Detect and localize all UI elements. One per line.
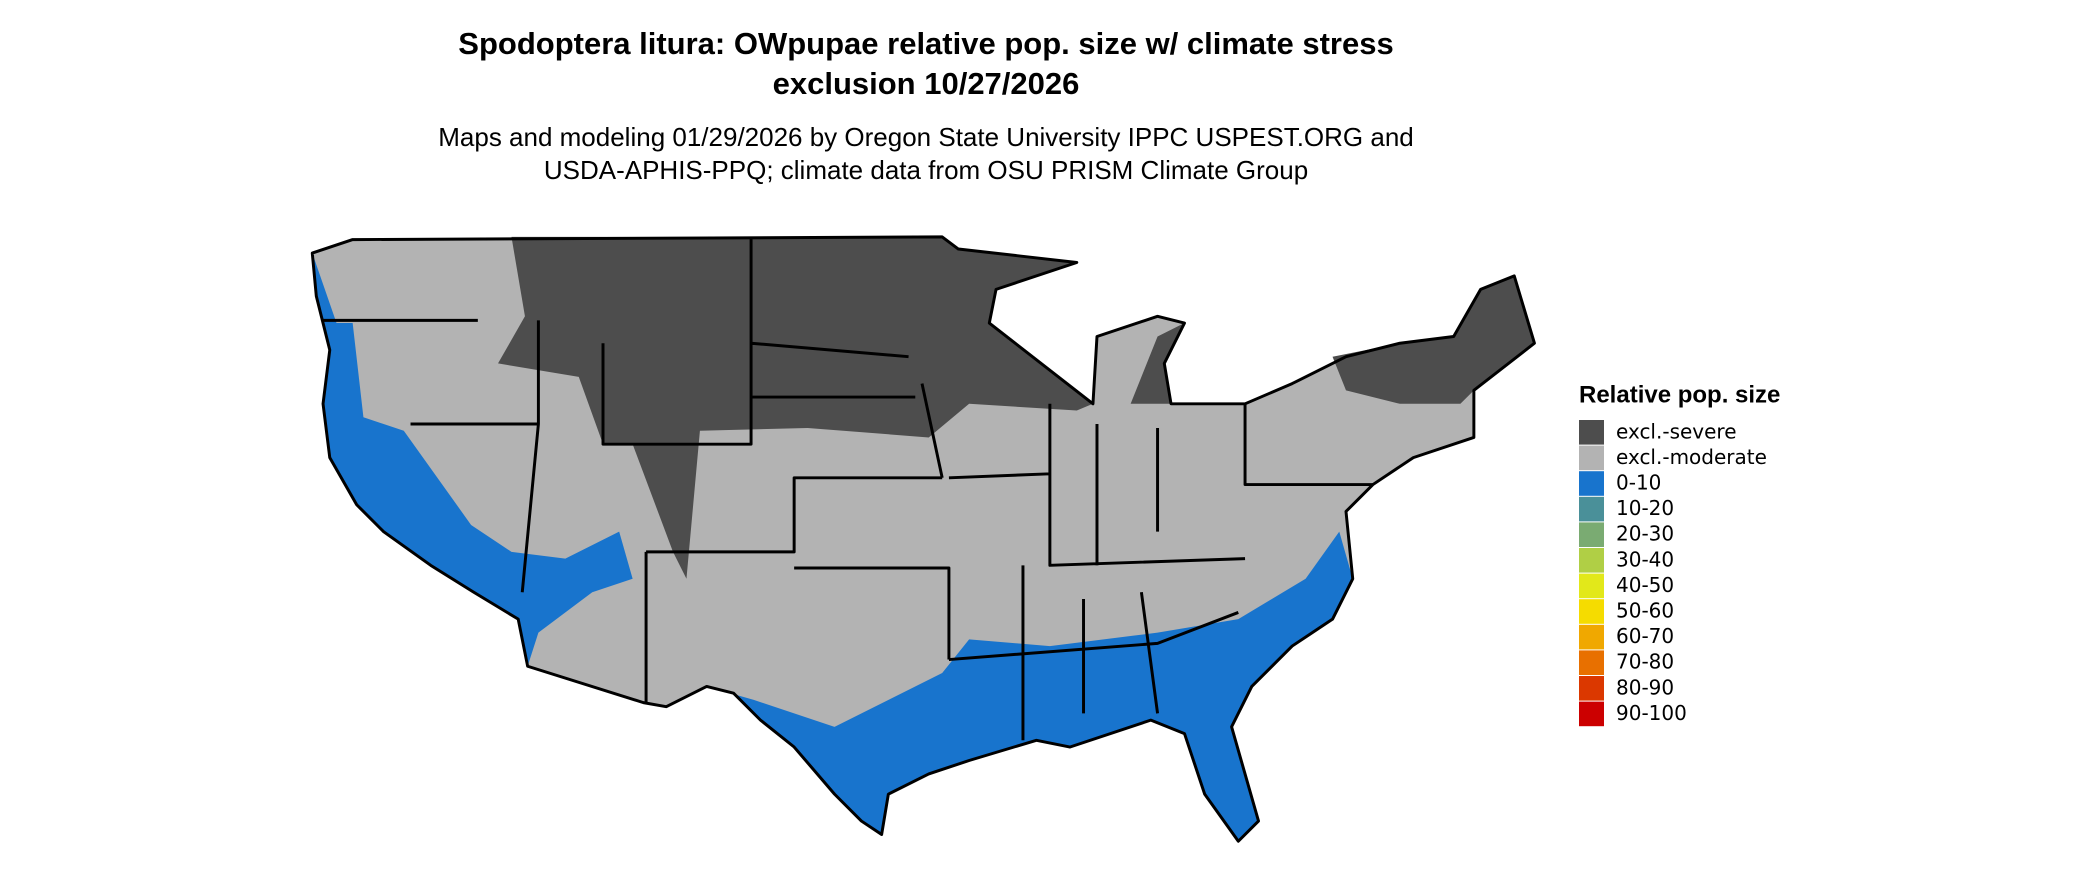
title: exclusion 10/27/2026 (773, 66, 1080, 101)
state-borders (323, 236, 1373, 741)
legend-label: 10-20 (1616, 496, 1674, 520)
legend-label: 70-80 (1616, 650, 1674, 674)
legend-swatch (1579, 496, 1604, 522)
legend-label: 50-60 (1616, 599, 1674, 623)
legend-swatch (1579, 624, 1604, 650)
region-severe (1130, 323, 1185, 404)
legend: excl.-severeexcl.-moderate0-1010-2020-30… (1579, 419, 1767, 727)
subtitle: USDA-APHIS-PPQ; climate data from OSU PR… (544, 155, 1308, 185)
legend-label: 0-10 (1616, 471, 1661, 495)
title: Spodoptera litura: OWpupae relative pop.… (458, 26, 1393, 61)
legend-swatch (1579, 522, 1604, 547)
legend-swatch (1579, 471, 1604, 496)
legend-swatch (1579, 548, 1604, 573)
region-low (706, 531, 1353, 842)
legend-swatch (1579, 445, 1604, 471)
legend-swatch (1579, 573, 1604, 599)
us-outline (310, 235, 1536, 843)
legend-swatch (1579, 676, 1604, 701)
legend-swatch (1579, 650, 1604, 675)
legend-label: 80-90 (1616, 675, 1674, 699)
legend-swatch (1579, 420, 1604, 445)
legend-swatch (1579, 599, 1604, 624)
legend-label: 90-100 (1616, 701, 1687, 725)
region-low (312, 253, 633, 667)
legend-label: 30-40 (1616, 547, 1674, 571)
legend-label: excl.-severe (1616, 419, 1737, 443)
legend-label: 40-50 (1616, 573, 1674, 597)
us-map (310, 235, 1536, 843)
subtitle: Maps and modeling 01/29/2026 by Oregon S… (438, 122, 1414, 152)
legend-label: excl.-moderate (1616, 445, 1767, 469)
legend-label: 60-70 (1616, 624, 1674, 648)
legend-label: 20-30 (1616, 522, 1674, 546)
legend-title: Relative pop. size (1579, 381, 1780, 408)
region-severe (498, 236, 1093, 579)
legend-swatch (1579, 701, 1604, 727)
